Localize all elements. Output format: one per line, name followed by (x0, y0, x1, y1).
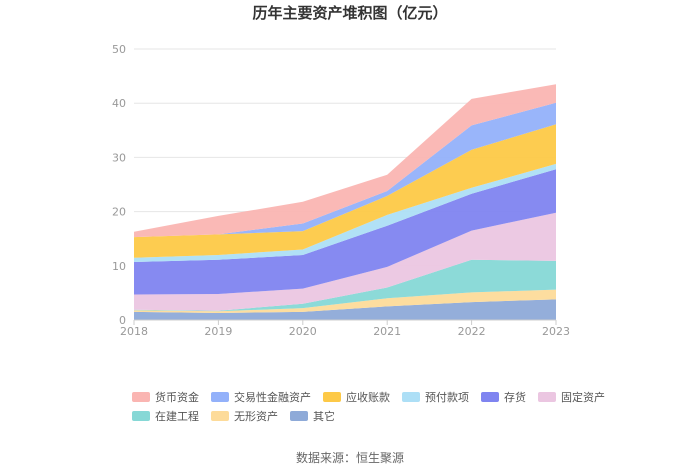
x-tick-label: 2022 (458, 325, 486, 338)
legend-label: 无形资产 (234, 409, 278, 423)
legend-swatch (481, 392, 499, 402)
y-tick-label: 20 (112, 206, 126, 219)
legend-item[interactable]: 存货 (481, 390, 526, 404)
area-series-3 (134, 212, 556, 311)
area-series-1 (134, 289, 556, 313)
y-tick-label: 40 (112, 97, 126, 110)
legend-item[interactable]: 其它 (290, 409, 335, 423)
legend-label: 存货 (504, 390, 526, 404)
legend-item[interactable]: 预付款项 (402, 390, 469, 404)
legend-label: 货币资金 (155, 390, 199, 404)
y-tick-label: 0 (119, 314, 126, 327)
legend-label: 固定资产 (561, 390, 605, 404)
area-series-4 (134, 169, 556, 295)
x-tick-label: 2018 (120, 325, 148, 338)
legend-swatch (211, 392, 229, 402)
legend-swatch (132, 392, 150, 402)
legend-swatch (211, 411, 229, 421)
area-series-2 (134, 259, 556, 312)
area-series-6 (134, 124, 556, 258)
legend-label: 应收账款 (346, 390, 390, 404)
legend-item[interactable]: 在建工程 (132, 409, 199, 423)
legend-swatch (323, 392, 341, 402)
x-tick-label: 2020 (289, 325, 317, 338)
legend-item[interactable]: 无形资产 (211, 409, 278, 423)
y-tick-label: 30 (112, 151, 126, 164)
area-series-7 (134, 102, 556, 238)
legend-label: 交易性金融资产 (234, 390, 311, 404)
legend-item[interactable]: 交易性金融资产 (211, 390, 311, 404)
legend-label: 预付款项 (425, 390, 469, 404)
legend-swatch (538, 392, 556, 402)
area-series-8 (134, 84, 556, 238)
x-tick-label: 2023 (542, 325, 570, 338)
legend-label: 其它 (313, 409, 335, 423)
legend-item[interactable]: 固定资产 (538, 390, 605, 404)
legend-swatch (402, 392, 420, 402)
y-tick-label: 50 (112, 43, 126, 56)
legend-label: 在建工程 (155, 409, 199, 423)
legend-swatch (290, 411, 308, 421)
axes: 0 10 20 30 40 50 2018 2019 2020 2021 2022 2023 (112, 43, 570, 338)
area-series-0 (134, 299, 556, 320)
legend-item[interactable]: 应收账款 (323, 390, 390, 404)
legend-item[interactable]: 货币资金 (132, 390, 199, 404)
source-note: 数据来源：恒生聚源 (296, 450, 404, 465)
x-tick-label: 2019 (204, 325, 232, 338)
area-series (134, 84, 556, 320)
x-tick-label: 2021 (373, 325, 401, 338)
chart-title: 历年主要资产堆积图（亿元） (252, 4, 447, 22)
y-tick-label: 10 (112, 260, 126, 273)
legend-swatch (132, 411, 150, 421)
